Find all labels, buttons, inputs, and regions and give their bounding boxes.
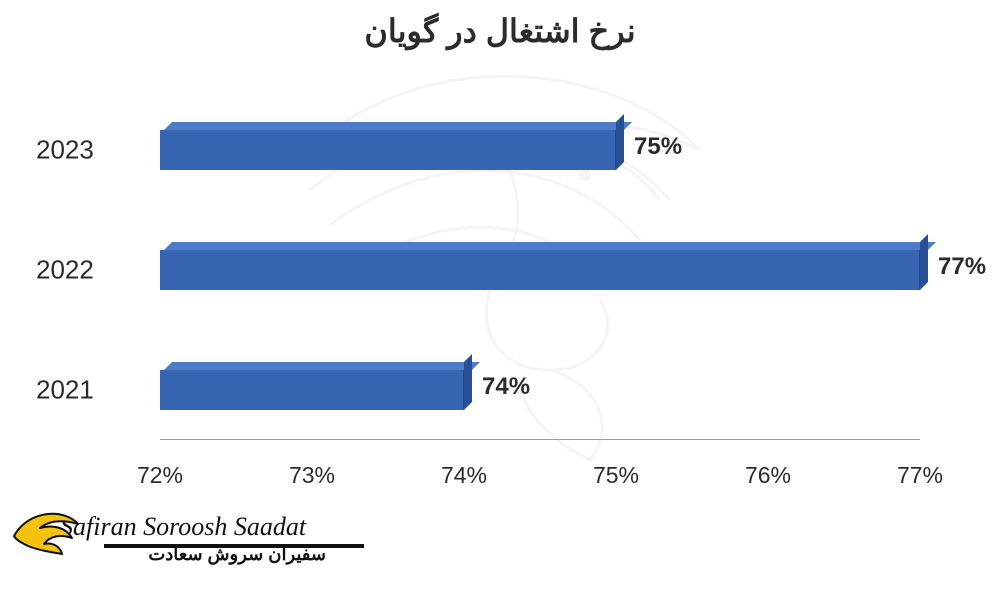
value-label-2022: 77% — [938, 253, 986, 281]
xtick-73: 73% — [289, 462, 335, 489]
category-label-2021: 2021 — [0, 375, 140, 406]
xtick-74: 74% — [441, 462, 487, 489]
chart-title: نرخ اشتغال در گویان — [0, 12, 1000, 50]
brand-logo: Safiran Soroosh Saadat سفیران سروش سعادت — [16, 512, 336, 590]
employment-rate-chart: 75% 77% 74% 2023 2022 2021 72% 73% 74% — [0, 80, 1000, 500]
xtick-72: 72% — [137, 462, 183, 489]
xtick-77: 77% — [897, 462, 943, 489]
bar-2022 — [160, 250, 920, 290]
bar-row-2021: 74% — [160, 370, 920, 410]
logo-text-fa: سفیران سروش سعادت — [60, 544, 336, 565]
xtick-75: 75% — [593, 462, 639, 489]
x-axis: 72% 73% 74% 75% 76% 77% — [160, 452, 920, 492]
value-label-2023: 75% — [634, 133, 682, 161]
bar-2023 — [160, 130, 616, 170]
plot-area: 75% 77% 74% — [160, 80, 920, 440]
bar-2021 — [160, 370, 464, 410]
category-label-2023: 2023 — [0, 135, 140, 166]
bar-row-2023: 75% — [160, 130, 920, 170]
category-label-2022: 2022 — [0, 255, 140, 286]
value-label-2021: 74% — [482, 373, 530, 401]
bar-row-2022: 77% — [160, 250, 920, 290]
wing-icon — [10, 506, 80, 560]
logo-text-en: Safiran Soroosh Saadat — [60, 512, 336, 542]
xtick-76: 76% — [745, 462, 791, 489]
